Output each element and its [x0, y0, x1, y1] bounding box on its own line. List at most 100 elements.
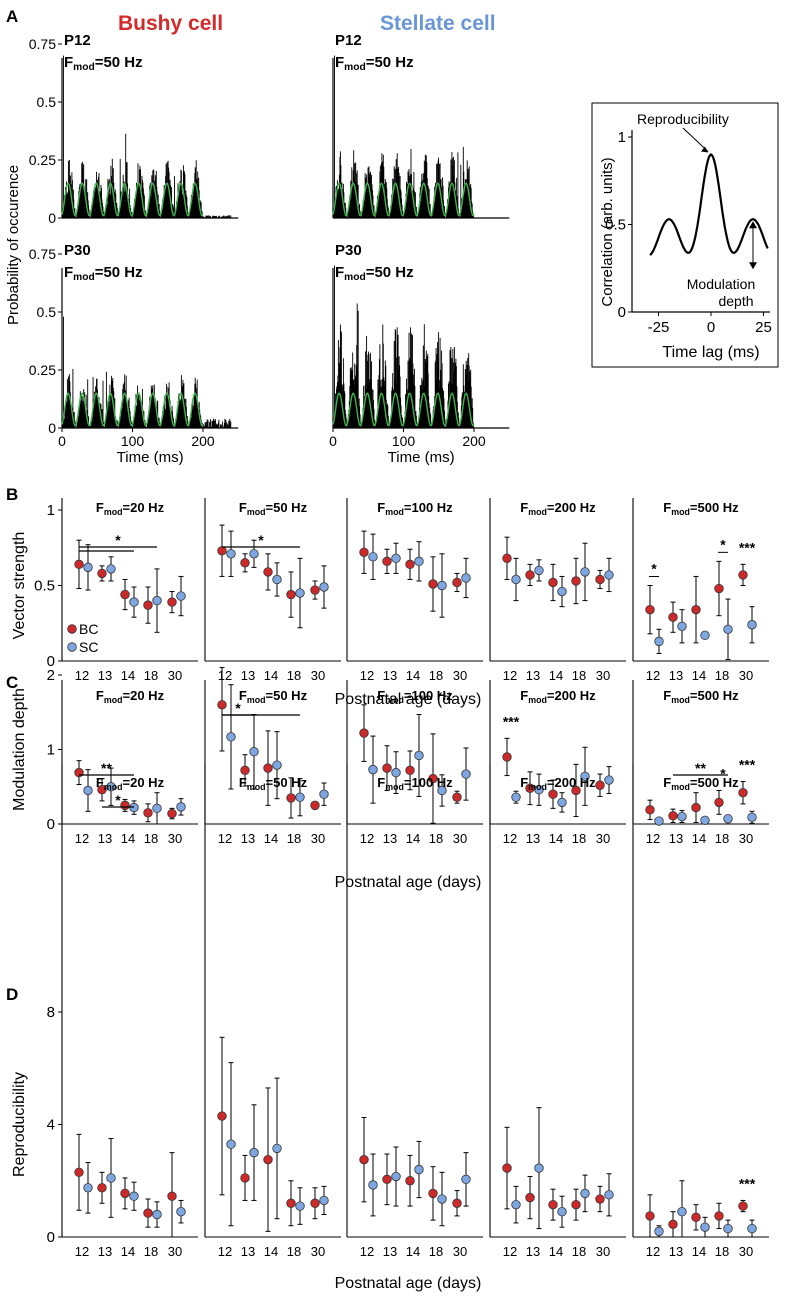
fmod-title: Fmod=100 Hz: [377, 775, 453, 792]
sc-point: [511, 574, 521, 585]
bc-point: [167, 597, 177, 607]
subplot-2: Fmod=100 Hz 12 13 14 18 30: [346, 680, 483, 846]
x-tick-label: 30: [168, 831, 182, 846]
sc-point: [83, 785, 93, 796]
significance-label: ***: [739, 1175, 756, 1191]
x-axis-label: Postnatal age (days): [335, 1275, 482, 1292]
subplot-1: Fmod=50 Hz 12 13 14 18 30: [204, 763, 341, 1259]
stimulus-sine-curve: [332, 392, 475, 427]
sc-point: [272, 1143, 282, 1154]
correlation-curve: [649, 153, 769, 256]
y-tick-label: 0: [47, 816, 55, 833]
y-tick-label: 2: [47, 667, 55, 684]
sc-point: [604, 570, 614, 580]
fmod-label: Fmod=50 Hz: [335, 264, 414, 283]
fmod-title: Fmod=500 Hz: [663, 775, 739, 792]
inset-y-tick-label: 0: [618, 304, 626, 321]
panel-letter: B: [6, 485, 18, 504]
x-tick-label: 100: [121, 433, 145, 449]
sc-point: [319, 582, 329, 592]
x-tick-label: 14: [406, 1244, 420, 1259]
sc-point: [511, 1199, 521, 1210]
significance-label: ***: [739, 539, 756, 555]
modulation-arrowhead-bottom: [749, 262, 757, 270]
x-tick-label: 14: [121, 668, 135, 683]
legend-bc-label: BC: [79, 621, 98, 637]
fmod-title: Fmod=200 Hz: [520, 500, 596, 517]
significance-label: ***: [739, 757, 756, 773]
sc-point: [723, 624, 733, 634]
sc-point: [368, 1180, 378, 1190]
age-label: P12: [64, 32, 91, 49]
x-tick-label: 13: [241, 1244, 255, 1259]
inset-x-tick-label: -25: [648, 319, 670, 336]
sc-point: [249, 1147, 259, 1158]
bc-point: [738, 788, 748, 798]
bc-point: [571, 1199, 581, 1210]
bc-point: [428, 1188, 438, 1199]
bc-point: [120, 1188, 130, 1199]
sc-point: [437, 785, 447, 796]
bc-point: [668, 1219, 678, 1230]
x-tick-label: 13: [526, 668, 540, 683]
x-tick-label: 18: [144, 668, 158, 683]
sc-point: [677, 811, 687, 822]
sc-point: [272, 574, 282, 585]
x-tick-label: 0: [58, 433, 66, 449]
y-tick-label: 0.25: [29, 362, 56, 378]
panel-a-letter: A: [6, 7, 18, 26]
bc-point: [571, 785, 581, 796]
sc-point: [152, 595, 162, 606]
bc-point: [548, 789, 558, 799]
bc-point: [286, 1198, 296, 1208]
sc-point: [106, 1173, 116, 1183]
sc-point: [747, 1223, 757, 1234]
age-label: P30: [335, 242, 362, 259]
bc-point: [217, 1111, 227, 1121]
x-tick-label: 30: [453, 668, 467, 683]
x-tick-label: 13: [526, 1244, 540, 1259]
sc-point: [368, 764, 378, 775]
fmod-title: Fmod=200 Hz: [520, 688, 596, 705]
bc-point: [645, 604, 655, 615]
y-tick-label: 8: [47, 1004, 55, 1021]
sc-point: [604, 1190, 614, 1200]
subplot-3: Fmod=200 Hz 12 13 14 18 30: [489, 498, 626, 683]
inset-correlation-schematic: 0 0.5 1 -25 0 25 Time lag (ms) Correlation (arb…: [591, 102, 779, 368]
bc-point: [548, 577, 558, 588]
fmod-title: Fmod=100 Hz: [377, 500, 453, 517]
subplot-1: Fmod=50 Hz 12 13 14 18 30 *: [204, 667, 341, 846]
sc-point: [391, 1171, 401, 1182]
sc-point: [368, 552, 378, 562]
x-tick-label: 14: [549, 831, 563, 846]
x-tick-label: 18: [572, 831, 586, 846]
inset-y-tick-label: 1: [618, 129, 626, 146]
x-tick-label: 18: [287, 1244, 301, 1259]
bc-point: [452, 792, 462, 802]
sc-point: [557, 797, 567, 808]
x-tick-label: 18: [429, 831, 443, 846]
sc-point: [83, 562, 93, 573]
x-axis-label: Postnatal age (days): [335, 691, 482, 708]
inset-x-tick-label: 25: [755, 319, 772, 336]
significance-label: *: [720, 765, 726, 781]
bc-point: [691, 802, 701, 813]
sc-point: [226, 549, 236, 559]
bc-point: [97, 568, 107, 579]
sc-point: [437, 580, 447, 591]
histogram-bars: [62, 55, 232, 218]
bc-point: [595, 780, 605, 790]
x-tick-label: 13: [241, 668, 255, 683]
sc-point: [747, 620, 757, 630]
fmod-title: Fmod=500 Hz: [663, 688, 739, 705]
x-tick-label: 30: [739, 668, 753, 683]
inset-x-tick-label: 0: [707, 319, 715, 336]
y-tick-label: 0.5: [37, 304, 57, 320]
x-axis-label: Postnatal age (days): [335, 874, 482, 891]
bc-point: [428, 579, 438, 589]
x-tick-label: 200: [191, 433, 215, 449]
